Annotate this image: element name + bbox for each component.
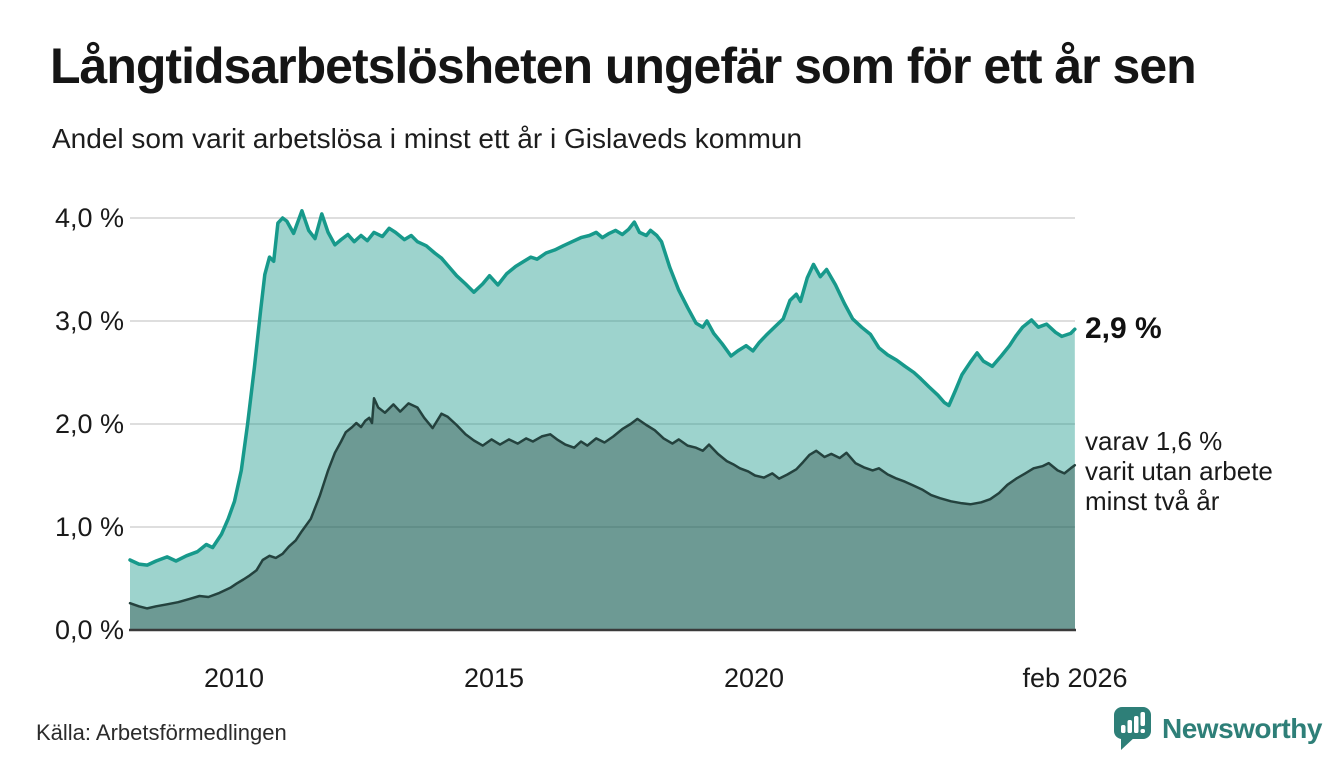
newsworthy-logo-link[interactable]: Newsworthy	[1113, 706, 1322, 751]
two-year-note-line: varav 1,6 %	[1085, 426, 1223, 456]
chart-series	[128, 209, 1077, 631]
x-tick-label: feb 2026	[1022, 663, 1128, 693]
series-area-1	[130, 210, 1075, 631]
series-area-2	[130, 398, 1075, 630]
y-tick-label: 0,0 %	[54, 615, 124, 645]
x-tick-label: 2020	[723, 663, 785, 693]
series-line-1	[128, 209, 1077, 567]
series-line-2	[128, 397, 1077, 610]
page-title: Långtidsarbetslösheten ungefär som för e…	[50, 38, 1197, 94]
x-tick-label: 2010	[203, 663, 265, 693]
y-tick-label: 2,0 %	[54, 409, 124, 439]
y-tick-label: 4,0 %	[54, 203, 124, 233]
source-attribution: Källa: Arbetsförmedlingen	[36, 720, 287, 745]
page-subtitle: Andel som varit arbetslösa i minst ett å…	[52, 123, 803, 154]
newsworthy-logo-icon	[1114, 707, 1151, 750]
latest-value-label: 2,9 %	[1085, 312, 1162, 345]
two-year-note: varav 1,6 % varit utan arbete minst två …	[1085, 426, 1273, 516]
newsworthy-logo-text: Newsworthy	[1162, 712, 1322, 744]
two-year-note-line: varit utan arbete	[1085, 456, 1273, 486]
y-tick-label: 1,0 %	[54, 512, 124, 542]
gridlines	[130, 217, 1075, 528]
x-tick-label: 2015	[463, 663, 525, 693]
two-year-note-line: minst två år	[1085, 486, 1220, 516]
y-tick-label: 3,0 %	[54, 306, 124, 336]
